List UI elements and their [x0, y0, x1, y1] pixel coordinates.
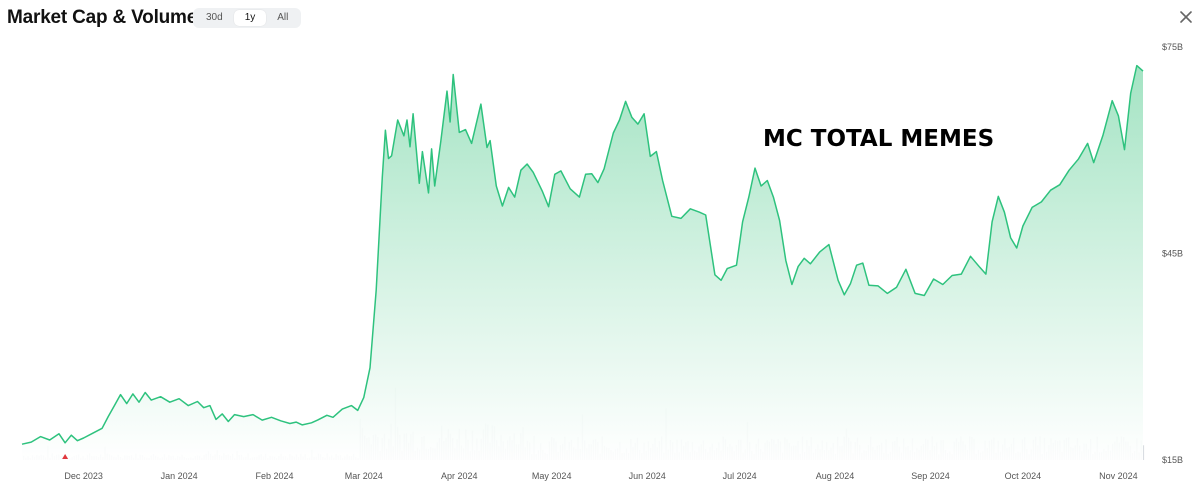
x-tick-label: Nov 2024	[1099, 471, 1138, 481]
x-tick-label: Sep 2024	[911, 471, 950, 481]
y-tick-label: $45B	[1162, 249, 1183, 259]
range-selector: 30d 1y All	[193, 8, 302, 28]
x-tick-label: Jan 2024	[161, 471, 198, 481]
event-marker	[62, 454, 69, 459]
x-tick-label: Feb 2024	[255, 471, 293, 481]
range-button-30d[interactable]: 30d	[206, 12, 223, 23]
x-tick-label: Oct 2024	[1005, 471, 1042, 481]
series-area	[22, 65, 1143, 460]
x-tick-label: Jun 2024	[629, 471, 666, 481]
chart-header: Market Cap & Volume 30d 1y All	[0, 0, 1200, 36]
overlay-label: MC TOTAL MEMES	[763, 126, 995, 152]
y-tick-label: $15B	[1162, 455, 1183, 465]
x-tick-label: Mar 2024	[345, 471, 383, 481]
x-tick-label: Dec 2023	[64, 471, 103, 481]
y-tick-label: $75B	[1162, 42, 1183, 52]
range-button-1y[interactable]: 1y	[233, 10, 267, 26]
page-title: Market Cap & Volume	[7, 7, 198, 28]
series-line	[21, 64, 1144, 445]
close-icon[interactable]	[1178, 9, 1194, 25]
x-tick-label: Jul 2024	[723, 471, 757, 481]
x-tick-label: May 2024	[532, 471, 572, 481]
x-tick-label: Apr 2024	[441, 471, 478, 481]
volume-bar	[1142, 445, 1145, 460]
range-button-all[interactable]: All	[277, 12, 289, 23]
x-tick-label: Aug 2024	[816, 471, 855, 481]
